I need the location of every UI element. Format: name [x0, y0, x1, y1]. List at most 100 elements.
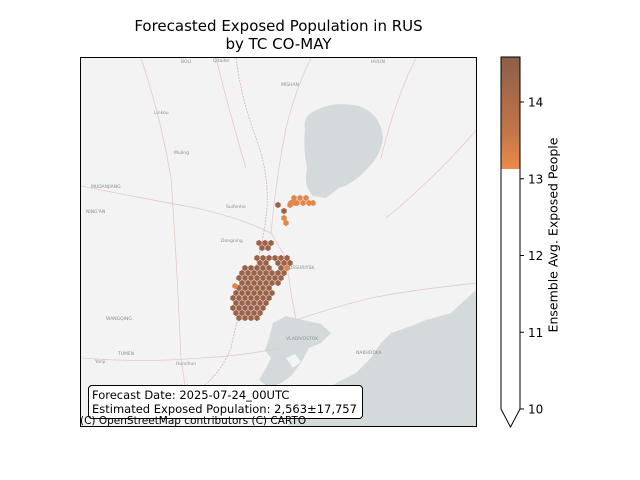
hexbin-cell: [281, 214, 287, 222]
label-tumen: TUMEN: [117, 351, 134, 357]
hexbin-cell: [266, 274, 272, 282]
exposure-hexbins: [230, 194, 316, 322]
hexbin-cell: [256, 239, 262, 247]
hexbin-cell: [266, 284, 272, 292]
hexbin-cell: [303, 194, 309, 202]
label-suifenhe: Suifenhe: [226, 204, 246, 210]
hexbin-cell: [260, 294, 266, 302]
label-ussuriysk: USSURIYSK: [289, 265, 315, 271]
hexbin-cell: [233, 299, 239, 307]
hexbin-cell: [260, 304, 266, 312]
hexbin-cell: [275, 201, 281, 209]
hexbin-cell: [284, 254, 290, 262]
hexbin-cell: [230, 294, 236, 302]
hexbin-cell: [251, 289, 257, 297]
hexbin-cell: [242, 294, 248, 302]
hexbin-cell: [242, 314, 248, 322]
hexbin-cell: [236, 274, 242, 282]
hexbin-cell: [284, 264, 290, 272]
amur-bay: [259, 316, 331, 388]
colorbar-tick-label: 11: [528, 326, 543, 340]
hexbin-cell: [300, 199, 306, 207]
hexbin-cell: [257, 299, 263, 307]
hexbin-cell: [260, 264, 266, 272]
road-network: [81, 58, 476, 426]
colorbar: 10 11 12 13 14: [490, 50, 590, 440]
hexbin-cell: [263, 289, 269, 297]
hexbin-cell: [266, 294, 272, 302]
colorbar-label-text: Ensemble Avg. Exposed People: [545, 137, 561, 333]
label-muling: Muling: [174, 150, 189, 156]
hexbin-cell: [278, 264, 284, 272]
label-hunchun: Hunchun: [176, 361, 196, 367]
hexbin-cell: [283, 219, 289, 227]
hexbin-cell: [288, 199, 294, 207]
hexbin-cell: [251, 309, 257, 317]
exposed-population: Estimated Exposed Population: 2,563±17,7…: [92, 402, 357, 416]
hexbin-cell: [236, 294, 242, 302]
hexbin-cell: [239, 309, 245, 317]
basemap: BOLI Qitaihe MISHAN HULIN Linkou Muling …: [81, 58, 476, 426]
label-boli: BOLI: [181, 59, 191, 65]
hexbin-cell: [239, 279, 245, 287]
hexbin-cell: [263, 259, 269, 267]
hexbin-cell: [245, 309, 251, 317]
hexbin-cell: [272, 274, 278, 282]
lake-khanka: [304, 104, 383, 198]
hexbin-cell: [257, 309, 263, 317]
hexbin-cell: [260, 254, 266, 262]
hexbin-cell: [310, 199, 316, 207]
colorbar-tick-label: 14: [528, 96, 543, 110]
map-panel[interactable]: BOLI Qitaihe MISHAN HULIN Linkou Muling …: [80, 57, 477, 427]
hexbin-cell: [248, 304, 254, 312]
label-wangqing: WANGQING: [106, 316, 132, 322]
hexbin-cell: [281, 259, 287, 267]
hexbin-cell: [232, 282, 238, 290]
label-hulin: HULIN: [371, 59, 385, 65]
colorbar-tick-label: 13: [528, 172, 543, 186]
hexbin-cell: [251, 269, 257, 277]
hexbin-cell: [254, 264, 260, 272]
hexbin-cell: [269, 269, 275, 277]
colorbar-graphic: 10 11 12 13 14: [500, 56, 543, 429]
hexbin-cell: [254, 274, 260, 282]
hexbin-cell: [266, 254, 272, 262]
colorbar-outline: [500, 56, 521, 429]
label-mudanjiang: MUDANJIANG: [91, 184, 121, 190]
hexbin-cell: [281, 269, 287, 277]
hexbin-cell: [257, 269, 263, 277]
map-attribution: (C) OpenStreetMap contributors (C) CARTO: [80, 415, 307, 427]
title-line-1: Forecasted Exposed Population in RUS: [134, 17, 423, 35]
hexbin-cell: [239, 299, 245, 307]
hexbin-cell: [281, 207, 287, 215]
hexbin-cell: [263, 279, 269, 287]
hexbin-cell: [248, 264, 254, 272]
hexbin-cell: [242, 264, 248, 272]
hexbin-cell: [242, 304, 248, 312]
hexbin-cell: [245, 269, 251, 277]
label-qitaihe: Qitaihe: [213, 58, 229, 64]
hexbin-cell: [262, 239, 268, 247]
hexbin-cell: [242, 274, 248, 282]
label-linkou: Linkou: [154, 110, 169, 116]
hexbin-cell: [254, 284, 260, 292]
forecast-info-box: Forecast Date: 2025-07-24_00UTC Estimate…: [88, 385, 363, 419]
hexbin-cell: [236, 314, 242, 322]
hexbin-cell: [245, 289, 251, 297]
label-yanji: Yanji: [94, 359, 105, 365]
hexbin-cell: [275, 269, 281, 277]
hexbin-cell: [251, 279, 257, 287]
hexbin-cell: [260, 284, 266, 292]
hexbin-cell: [242, 284, 248, 292]
hexbin-cell: [257, 279, 263, 287]
hexbin-cell: [254, 254, 260, 262]
hexbin-cell: [275, 279, 281, 287]
label-dongning: Dongning: [221, 238, 243, 244]
colorbar-colored: [501, 57, 520, 169]
label-nakhodka: NAKHODKA: [356, 350, 383, 356]
hexbin-cell: [291, 194, 297, 202]
hexbin-cell: [245, 279, 251, 287]
hexbin-cell: [263, 299, 269, 307]
map-title: Forecasted Exposed Population in RUS by …: [80, 17, 477, 53]
hexbin-cell: [297, 194, 303, 202]
